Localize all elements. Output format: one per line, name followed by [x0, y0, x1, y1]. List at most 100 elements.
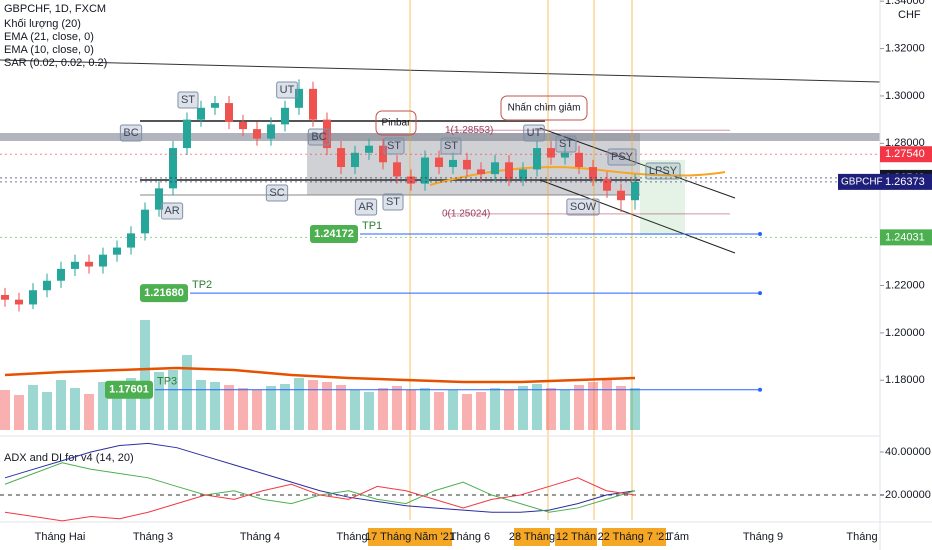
volume-bar — [168, 370, 178, 430]
channel-line — [539, 127, 736, 199]
time-label: Tháng 9 — [743, 531, 783, 543]
wyckoff-label: SC — [269, 187, 284, 199]
adx-line — [4, 442, 636, 513]
tp-box — [105, 380, 153, 399]
callout-box — [500, 95, 588, 121]
candle-body — [393, 162, 401, 177]
candle-body — [519, 169, 527, 179]
candle-body — [169, 148, 177, 189]
wyckoff-box — [566, 198, 600, 216]
candle-body — [183, 119, 191, 149]
wyckoff-box — [607, 148, 637, 166]
channel-line — [539, 179, 736, 254]
volume-bar — [462, 394, 472, 430]
volume-bar — [588, 382, 598, 430]
volume-bar — [182, 355, 192, 430]
y-tick-label: 1.30000 — [885, 90, 925, 102]
wyckoff-box — [265, 184, 289, 202]
tp-end — [758, 232, 762, 237]
price-tag — [880, 173, 932, 190]
wyckoff-label: ST — [387, 140, 401, 152]
tp-value: 1.17601 — [109, 384, 149, 396]
volume-bar — [532, 384, 542, 430]
volume-bar — [154, 372, 164, 430]
symbol-tag-label: GBPCHF — [841, 177, 883, 188]
volume-bar — [406, 390, 416, 430]
time-label: Tám — [667, 531, 689, 543]
candle-body — [421, 157, 429, 184]
volume-bar — [28, 385, 38, 430]
chart-title: GBPCHF, 1D, FXCM — [4, 3, 106, 15]
candle-body — [281, 107, 289, 125]
candle-body — [435, 157, 443, 168]
time-label: Tháng — [336, 531, 367, 543]
candle-body — [15, 299, 23, 305]
wyckoff-box — [307, 128, 331, 146]
wyckoff-label: UT — [280, 84, 295, 96]
volume-bar — [280, 384, 290, 430]
wyckoff-box — [440, 137, 462, 155]
wyckoff-label: ST — [181, 94, 195, 106]
volume-bar — [56, 380, 66, 430]
resistance-band — [0, 133, 880, 141]
candle-body — [351, 152, 359, 168]
volume-bar — [224, 385, 234, 430]
wyckoff-box — [523, 124, 545, 142]
candle-body — [29, 290, 37, 305]
wyckoff-label: AR — [358, 201, 373, 213]
candle-body — [323, 119, 331, 149]
callout-text: Pinbar — [382, 118, 412, 129]
indicator-label: EMA (21, close, 0) — [4, 31, 94, 43]
volume-bar — [126, 378, 136, 430]
time-label: Tháng 4 — [240, 531, 280, 543]
volume-bar — [616, 386, 626, 430]
volume-bar — [84, 394, 94, 430]
time-label: 17 Tháng Năm '21 — [365, 531, 455, 543]
candle-body — [71, 261, 79, 269]
volume-bar — [210, 382, 220, 430]
candle-body — [253, 129, 261, 139]
wyckoff-label: PSY — [611, 151, 634, 163]
candle-body — [239, 122, 247, 130]
volume-bar — [70, 388, 80, 430]
indicator-label: SAR (0.02, 0.02, 0.2) — [4, 57, 107, 69]
volume-bar — [574, 385, 584, 430]
y-tick-label: 1.18000 — [885, 374, 925, 386]
time-label: 22 Tháng 7 '21 — [598, 531, 671, 543]
volume-bar — [140, 320, 150, 430]
tp-box — [310, 225, 358, 244]
wyckoff-label: BC — [123, 127, 138, 139]
candle-body — [57, 268, 65, 281]
candle-body — [141, 209, 149, 234]
candle-body — [407, 176, 415, 184]
volume-bar — [336, 385, 346, 430]
wyckoff-box — [160, 202, 184, 220]
candle-body — [295, 88, 303, 108]
callout-box — [375, 110, 417, 136]
wyckoff-box — [354, 198, 378, 216]
candle-body — [43, 280, 51, 291]
wyckoff-label: UT — [527, 127, 542, 139]
price-tag-label: 1.24031 — [885, 231, 925, 243]
candle-body — [631, 181, 639, 201]
wyckoff-box — [119, 124, 143, 142]
indicator-label: EMA (10, close, 0) — [4, 44, 94, 56]
candle-body — [267, 124, 275, 139]
volume-bar — [378, 388, 388, 430]
wyckoff-label: SOW — [570, 201, 597, 213]
wyckoff-box — [382, 193, 404, 211]
tp-value: 1.21680 — [144, 287, 184, 299]
wyckoff-label: AR — [164, 205, 179, 217]
candle-body — [211, 103, 219, 108]
adx-tick-label: 20.00000 — [885, 489, 931, 501]
volume-bar — [448, 390, 458, 430]
candle-body — [505, 162, 513, 179]
volume-bar — [490, 388, 500, 430]
volume-bar — [266, 386, 276, 430]
wyckoff-box — [555, 135, 577, 153]
volume-bar — [364, 392, 374, 430]
volume-bar — [238, 388, 248, 430]
volume-bar — [630, 388, 640, 430]
volume-bar — [434, 392, 444, 430]
